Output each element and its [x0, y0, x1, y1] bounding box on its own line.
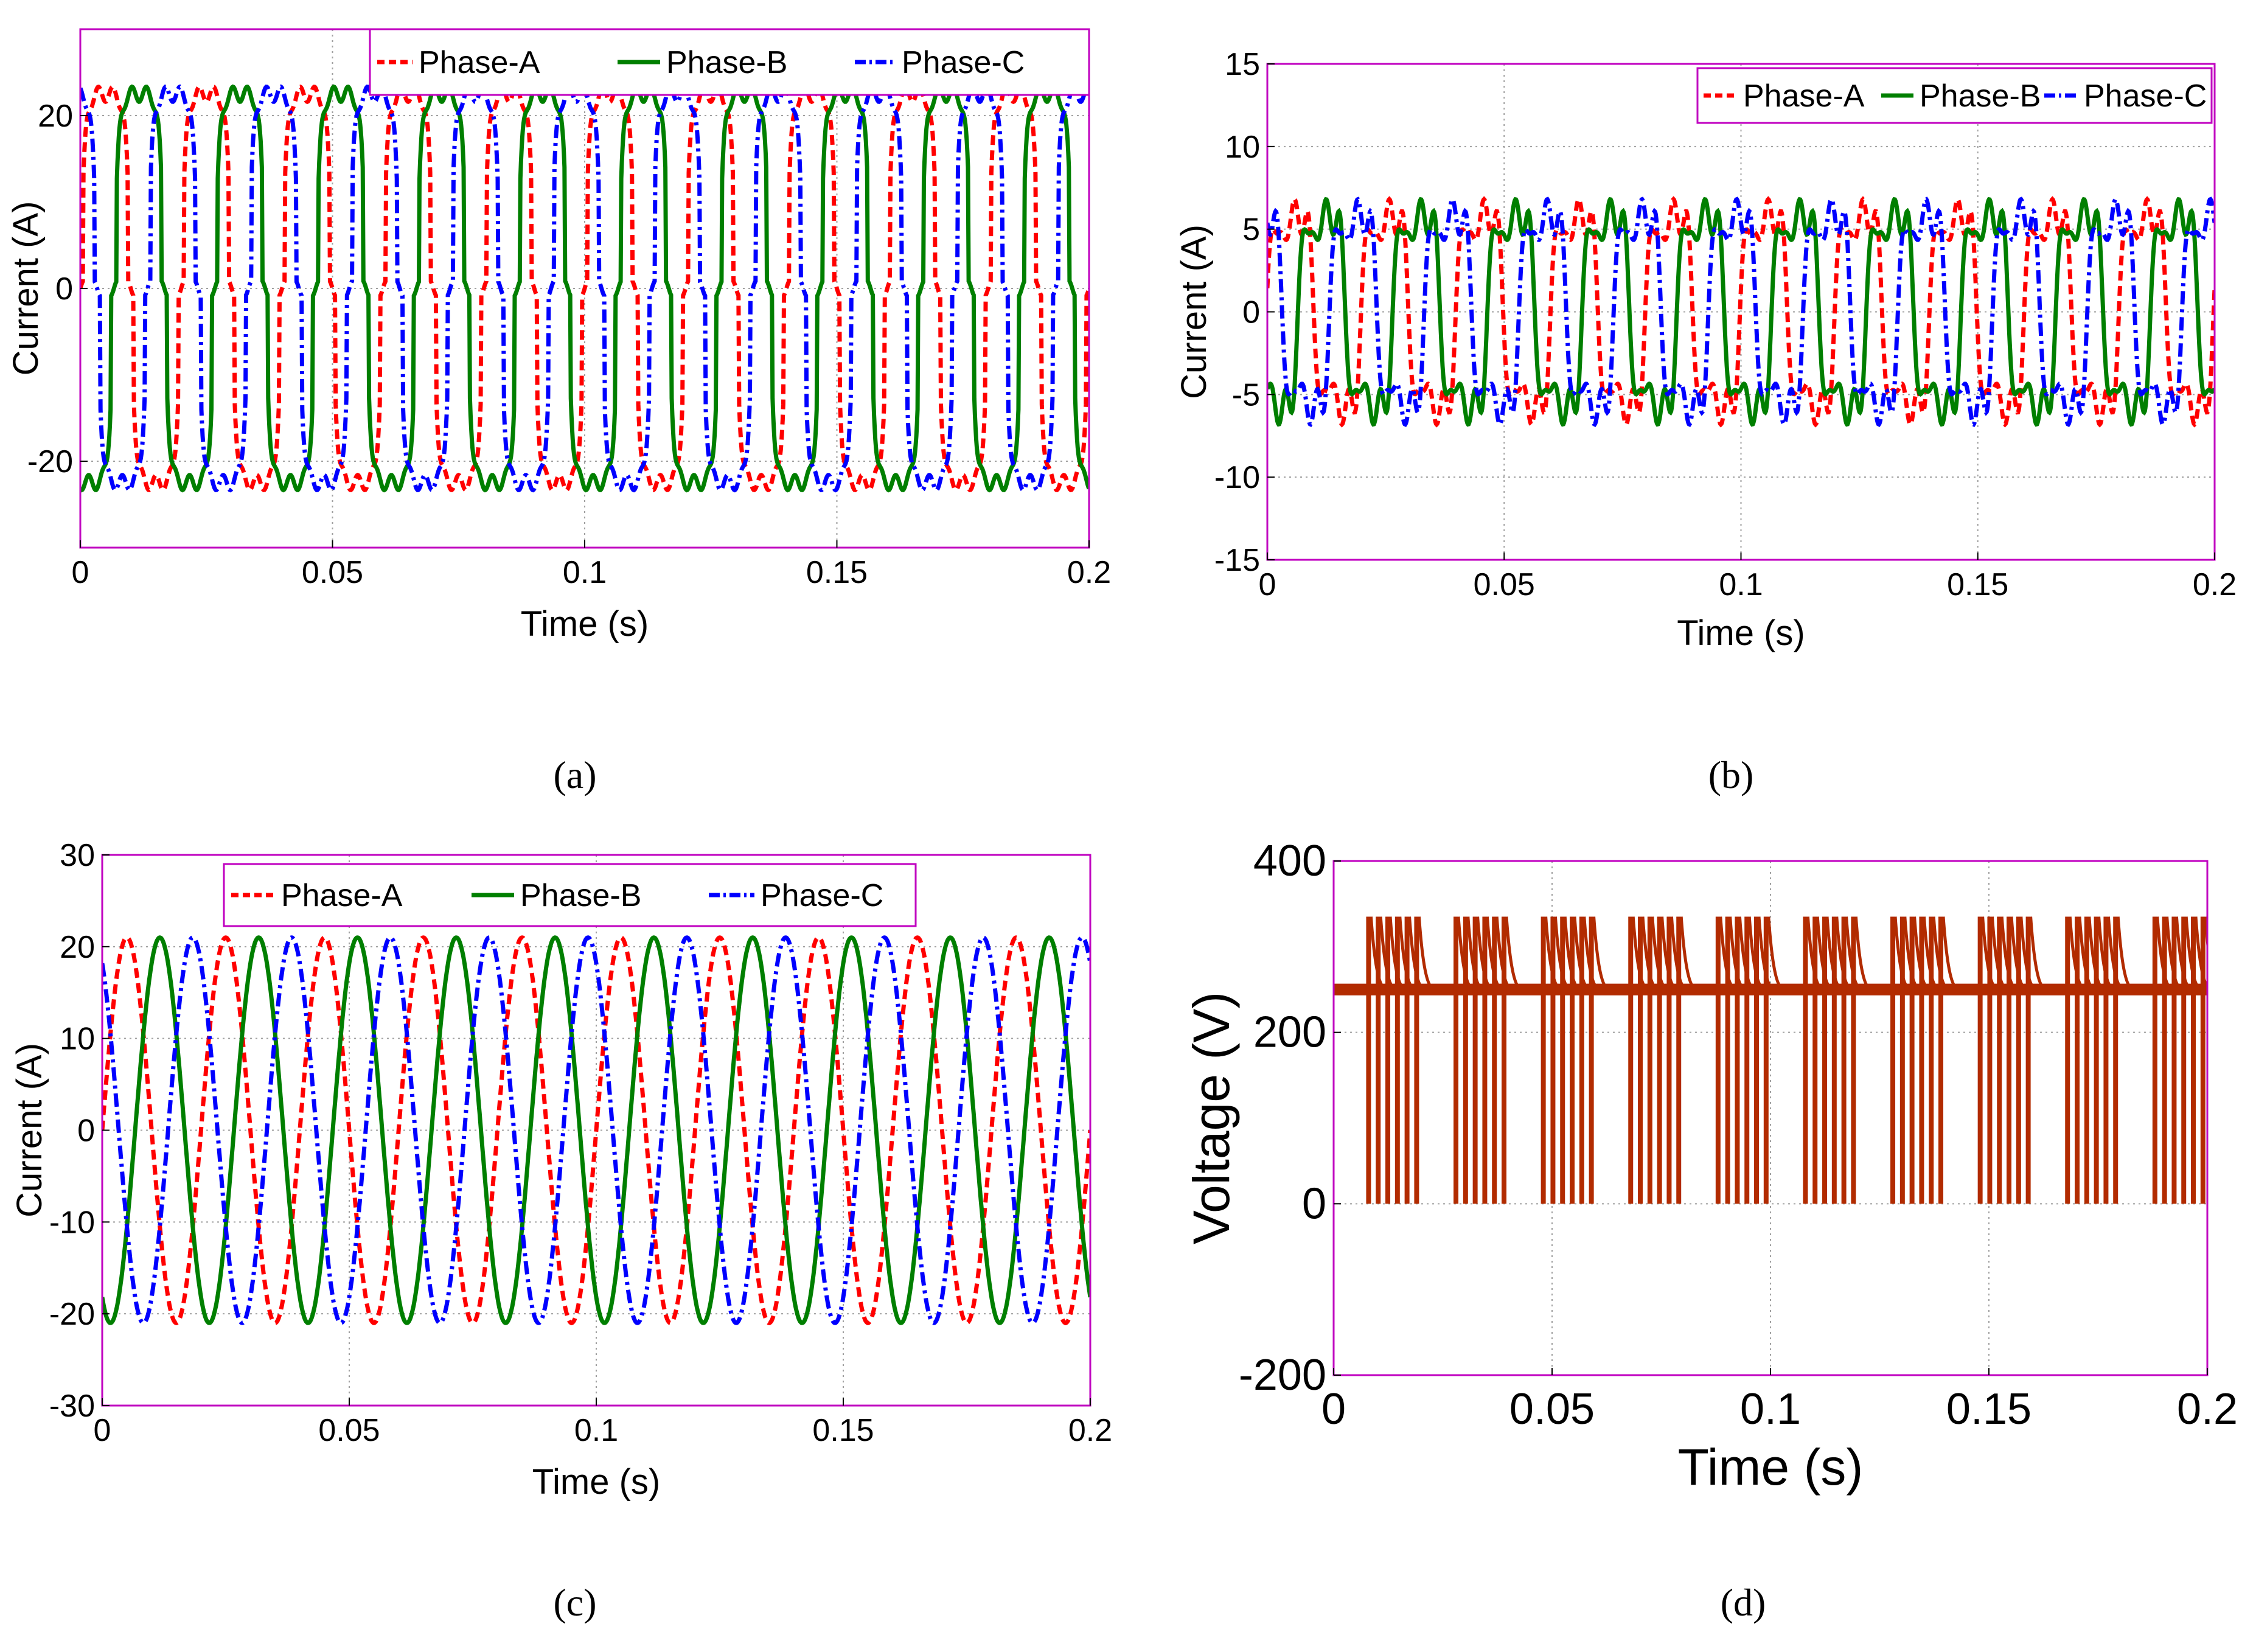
- y-tick-label: 0: [77, 1114, 95, 1149]
- legend-box: [223, 863, 917, 927]
- x-tick-label: 0: [94, 1413, 111, 1448]
- caption-a: (a): [553, 753, 596, 796]
- y-tick-label: -20: [27, 444, 73, 479]
- legend-label-phase-a: Phase-A: [419, 45, 540, 80]
- series-line-phase-a: [102, 935, 1090, 1325]
- legend-label-phase-b: Phase-B: [520, 878, 641, 913]
- x-tick-label: 0: [1321, 1385, 1346, 1434]
- legend-box: [1696, 67, 2213, 124]
- y-tick-label: 10: [60, 1022, 95, 1057]
- pulse-decay: [2029, 916, 2045, 989]
- series-line-phase-b: [80, 84, 1089, 493]
- y-tick-label: 15: [1225, 47, 1260, 82]
- legend-label-phase-c: Phase-C: [2084, 78, 2207, 114]
- y-tick-label: -30: [49, 1389, 95, 1424]
- x-tick-label: 0.2: [1068, 1413, 1112, 1448]
- x-tick-label: 0.15: [806, 555, 868, 590]
- legend-label-phase-c: Phase-C: [902, 45, 1025, 80]
- x-tick-label: 0: [1259, 567, 1276, 602]
- y-tick-label: -15: [1214, 543, 1260, 578]
- caption-c: (c): [553, 1581, 596, 1624]
- x-axis-label: Time (s): [521, 604, 649, 644]
- y-tick-label: 20: [38, 99, 73, 134]
- legend-label-phase-a: Phase-A: [1743, 78, 1865, 114]
- series-line-phase-c: [102, 935, 1090, 1325]
- y-tick-label: -10: [1214, 460, 1260, 495]
- x-tick-label: 0.15: [1946, 1385, 2031, 1434]
- y-tick-label: 0: [1242, 295, 1260, 330]
- x-tick-label: 0.15: [812, 1413, 874, 1448]
- x-tick-label: 0.05: [1509, 1385, 1595, 1434]
- x-tick-label: 0: [72, 555, 89, 590]
- y-tick-label: 30: [60, 838, 95, 873]
- pulse-decay: [1854, 916, 1870, 989]
- x-tick-label: 0.05: [318, 1413, 380, 1448]
- x-tick-label: 0.1: [574, 1413, 618, 1448]
- x-axis-label: Time (s): [1677, 613, 1805, 653]
- pulse-decay: [1505, 916, 1521, 989]
- x-axis-label: Time (s): [1678, 1438, 1864, 1496]
- y-axis-label: Current (A): [6, 201, 46, 376]
- y-tick-label: -5: [1232, 377, 1260, 413]
- pulse-decay: [1417, 916, 1433, 989]
- pulse-decay: [1592, 916, 1608, 989]
- series-line-phase-b: [1267, 197, 2215, 427]
- y-axis-label: Current (A): [10, 1043, 49, 1218]
- x-tick-label: 0.1: [1719, 567, 1763, 602]
- series-line-phase-c: [1267, 197, 2215, 427]
- y-tick-label: 200: [1253, 1008, 1326, 1057]
- series-group: [102, 935, 1090, 1325]
- y-tick-label: -10: [49, 1205, 95, 1240]
- y-axis-label: Voltage (V): [1183, 992, 1240, 1245]
- y-tick-label: -200: [1239, 1351, 1326, 1399]
- x-tick-label: 0.2: [2193, 567, 2237, 602]
- x-tick-label: 0.05: [1474, 567, 1535, 602]
- chart-panel-b: 0 0.05 0.1 0.15 0.2 -15 -10 -5 0 5 10 15 Time (s) Cur…: [1174, 47, 2237, 653]
- series-group: [1267, 196, 2215, 428]
- x-tick-label: 0.05: [302, 555, 363, 590]
- legend-label-phase-b: Phase-B: [1920, 78, 2041, 114]
- x-axis-label: Time (s): [532, 1462, 660, 1502]
- pulse-decay: [1767, 916, 1783, 989]
- y-tick-label: 20: [60, 930, 95, 965]
- caption-b: (b): [1708, 753, 1754, 796]
- x-tick-label: 0.15: [1947, 567, 2008, 602]
- y-tick-label: 0: [1302, 1179, 1326, 1228]
- pulse-decay: [2116, 916, 2132, 989]
- series-line-phase-a: [1267, 196, 2215, 428]
- chart-panel-a: 0 0.05 0.1 0.15 0.2 -20 0 20 Time (s) Current (A)…: [6, 28, 1111, 644]
- legend-label-phase-a: Phase-A: [281, 878, 403, 913]
- y-tick-label: -20: [49, 1297, 95, 1332]
- legend-label-phase-b: Phase-B: [666, 45, 787, 80]
- series-group: [1334, 916, 2207, 1204]
- chart-panel-c: 0 0.05 0.1 0.15 0.2 -30 -20 -10 0 10 20 30 Time (s) C…: [10, 838, 1112, 1502]
- caption-d: (d): [1721, 1581, 1766, 1624]
- y-tick-label: 400: [1253, 837, 1326, 885]
- legend-box: [369, 28, 1090, 96]
- series-line-phase-b: [102, 935, 1090, 1325]
- x-tick-label: 0.2: [1067, 555, 1111, 590]
- pulse-decay: [1679, 916, 1696, 989]
- y-tick-label: 0: [55, 271, 73, 307]
- legend-label-phase-c: Phase-C: [761, 878, 883, 913]
- x-tick-label: 0.1: [1740, 1385, 1801, 1434]
- pulse-decay: [1941, 916, 1958, 989]
- x-tick-label: 0.1: [563, 555, 607, 590]
- y-tick-label: 10: [1225, 130, 1260, 165]
- y-axis-label: Current (A): [1174, 225, 1214, 399]
- x-tick-label: 0.2: [2177, 1385, 2238, 1434]
- series-line-voltage: [1334, 983, 2207, 995]
- y-tick-label: 5: [1242, 212, 1260, 248]
